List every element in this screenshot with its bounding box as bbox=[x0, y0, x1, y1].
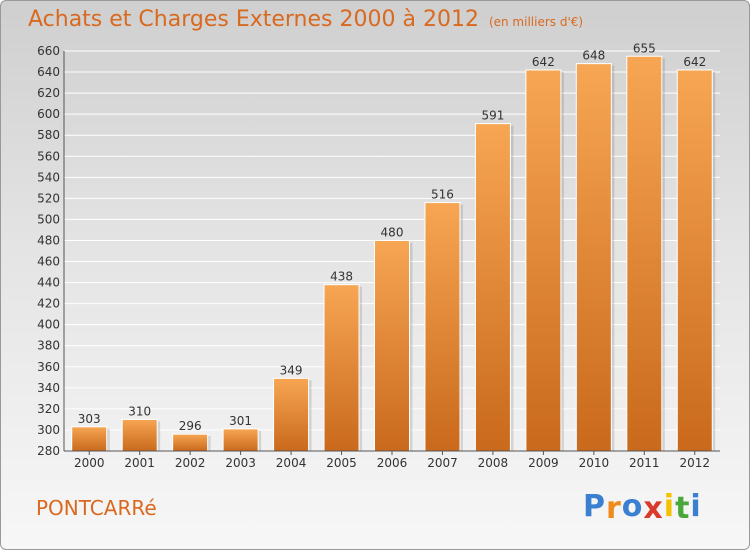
bar-2002 bbox=[172, 433, 209, 452]
value-label-2006: 480 bbox=[381, 225, 404, 239]
x-tick-label-2007: 2007 bbox=[427, 456, 458, 470]
logo-letter: P bbox=[583, 489, 606, 524]
bar-2003 bbox=[222, 428, 259, 452]
y-tick-label: 340 bbox=[37, 381, 60, 395]
y-tick-label: 480 bbox=[37, 233, 60, 247]
y-tick-label: 420 bbox=[37, 297, 60, 311]
logo-letter: o bbox=[621, 489, 644, 524]
x-tick-label-2012: 2012 bbox=[679, 456, 710, 470]
x-tick-label-2005: 2005 bbox=[326, 456, 357, 470]
value-label-2005: 438 bbox=[330, 270, 353, 284]
y-tick-label: 320 bbox=[37, 402, 60, 416]
x-tick-label-2010: 2010 bbox=[579, 456, 610, 470]
x-tick-label-2004: 2004 bbox=[276, 456, 307, 470]
logo-letter: r bbox=[606, 491, 622, 526]
y-tick-label: 560 bbox=[37, 149, 60, 163]
x-tick-label-2006: 2006 bbox=[377, 456, 408, 470]
value-label-2007: 516 bbox=[431, 188, 454, 202]
value-label-2000: 303 bbox=[78, 412, 101, 426]
y-tick-label: 660 bbox=[37, 44, 60, 58]
value-label-2010: 648 bbox=[582, 49, 605, 63]
y-tick-label: 620 bbox=[37, 86, 60, 100]
value-label-2008: 591 bbox=[481, 109, 504, 123]
chart-title: Achats et Charges Externes 2000 à 2012 bbox=[28, 7, 479, 32]
bars-layer bbox=[71, 55, 716, 452]
y-tick-label: 300 bbox=[37, 423, 60, 437]
value-labels-layer: 303 310 296 301 349 438 480 516 591 642 648 655 642 bbox=[78, 41, 706, 433]
bar-2008 bbox=[474, 123, 511, 452]
logo-letter: t bbox=[675, 491, 691, 526]
value-label-2004: 349 bbox=[280, 363, 303, 377]
value-label-2009: 642 bbox=[532, 55, 555, 69]
x-tick-label-2011: 2011 bbox=[629, 456, 660, 470]
y-tick-label: 380 bbox=[37, 339, 60, 353]
logo-letter: i bbox=[663, 489, 676, 524]
bar-2005 bbox=[323, 284, 360, 452]
bar-2012 bbox=[676, 69, 713, 452]
bar-2004 bbox=[273, 377, 310, 452]
bar-2006 bbox=[374, 239, 410, 452]
y-tick-label: 400 bbox=[37, 318, 60, 332]
y-tick-label: 280 bbox=[37, 444, 60, 458]
bar-2000 bbox=[71, 426, 108, 452]
x-tick-label-2000: 2000 bbox=[74, 456, 105, 470]
y-tick-label: 640 bbox=[37, 65, 60, 79]
logo-letter: i bbox=[690, 489, 702, 524]
x-tick-label-2008: 2008 bbox=[478, 456, 509, 470]
chart-title-row: Achats et Charges Externes 2000 à 2012 (e… bbox=[28, 7, 583, 32]
bar-2009 bbox=[525, 69, 562, 452]
bar-2001 bbox=[121, 418, 158, 452]
chart-subtitle: (en milliers d'€) bbox=[488, 15, 584, 29]
value-label-2003: 301 bbox=[229, 414, 252, 428]
bar-2011 bbox=[626, 55, 663, 452]
bar-2007 bbox=[424, 202, 461, 452]
y-tick-label: 520 bbox=[37, 191, 60, 205]
x-tick-label-2002: 2002 bbox=[175, 456, 206, 470]
axes-layer: 280 300 320 340 360 380 400 420 440 460 480 500 520 5… bbox=[37, 44, 720, 470]
value-label-2002: 296 bbox=[179, 419, 202, 433]
y-tick-label: 600 bbox=[37, 107, 60, 121]
x-tick-label-2009: 2009 bbox=[528, 456, 559, 470]
value-label-2012: 642 bbox=[683, 55, 706, 69]
y-tick-label: 540 bbox=[37, 170, 60, 184]
x-tick-label-2003: 2003 bbox=[225, 456, 256, 470]
x-tick-label-2001: 2001 bbox=[124, 456, 155, 470]
commune-name: PONTCARRé bbox=[36, 496, 157, 520]
logo-letter: x bbox=[643, 491, 664, 526]
y-tick-label: 580 bbox=[37, 128, 60, 142]
y-tick-label: 360 bbox=[37, 360, 60, 374]
proxiti-logo: Proxiti bbox=[583, 489, 702, 526]
y-tick-label: 460 bbox=[37, 255, 60, 269]
value-label-2001: 310 bbox=[128, 404, 151, 418]
bar-2010 bbox=[575, 63, 612, 452]
y-tick-label: 500 bbox=[37, 212, 60, 226]
value-label-2011: 655 bbox=[633, 41, 656, 55]
y-tick-label: 440 bbox=[37, 276, 60, 290]
